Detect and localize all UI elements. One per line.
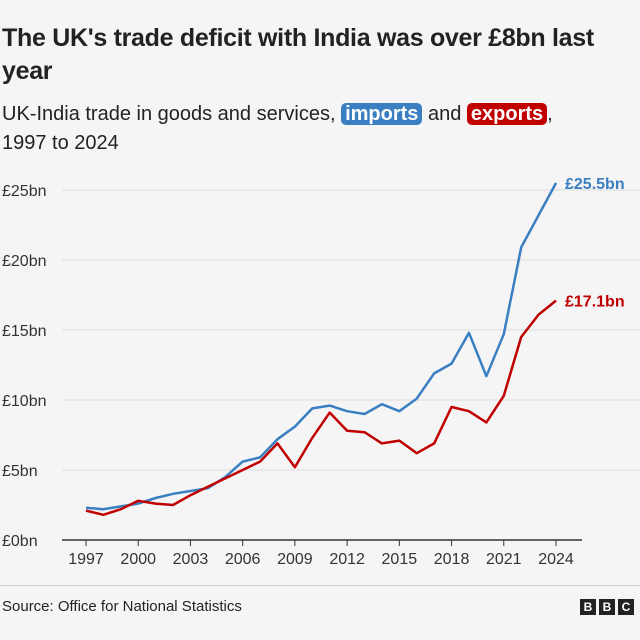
y-tick-label: £20bn [2, 253, 47, 270]
subtitle-text: UK-India trade in goods and services, [2, 103, 336, 125]
x-tick-label: 2006 [225, 551, 261, 568]
imports-end-label: £25.5bn [565, 176, 625, 193]
x-tick-label: 1997 [68, 551, 104, 568]
imports-legend: imports [341, 103, 423, 125]
source-note: Source: Office for National Statistics [2, 598, 242, 615]
y-tick-label: £15bn [2, 323, 47, 340]
y-tick-label: £10bn [2, 393, 47, 410]
x-tick-label: 2024 [538, 551, 574, 568]
exports-end-label: £17.1bn [565, 294, 625, 311]
chart-title: The UK's trade deficit with India was ov… [2, 24, 594, 85]
y-tick-label: £5bn [2, 463, 38, 480]
x-tick-label: 2012 [329, 551, 365, 568]
subtitle-and: and [427, 103, 462, 125]
imports-line [85, 182, 558, 511]
x-tick-label: 2000 [120, 551, 156, 568]
footer-divider [0, 585, 640, 586]
x-tick-label: 2021 [486, 551, 522, 568]
x-tick-label: 2018 [434, 551, 470, 568]
y-tick-label: £0bn [2, 533, 38, 550]
exports-line [85, 299, 557, 517]
y-tick-label: £25bn [2, 183, 47, 200]
x-tick-label: 2009 [277, 551, 313, 568]
x-tick-label: 2015 [382, 551, 418, 568]
chart-subtitle: UK-India trade in goods and services, im… [2, 100, 638, 158]
subtitle-range: 1997 to 2024 [2, 132, 119, 154]
line-chart: £0bn £5bn £10bn £15bn £20bn £25bn 1997 2000 2003… [2, 176, 640, 568]
exports-legend: exports [466, 103, 548, 125]
x-tick-label: 2003 [173, 551, 209, 568]
subtitle-comma: , [547, 103, 553, 125]
